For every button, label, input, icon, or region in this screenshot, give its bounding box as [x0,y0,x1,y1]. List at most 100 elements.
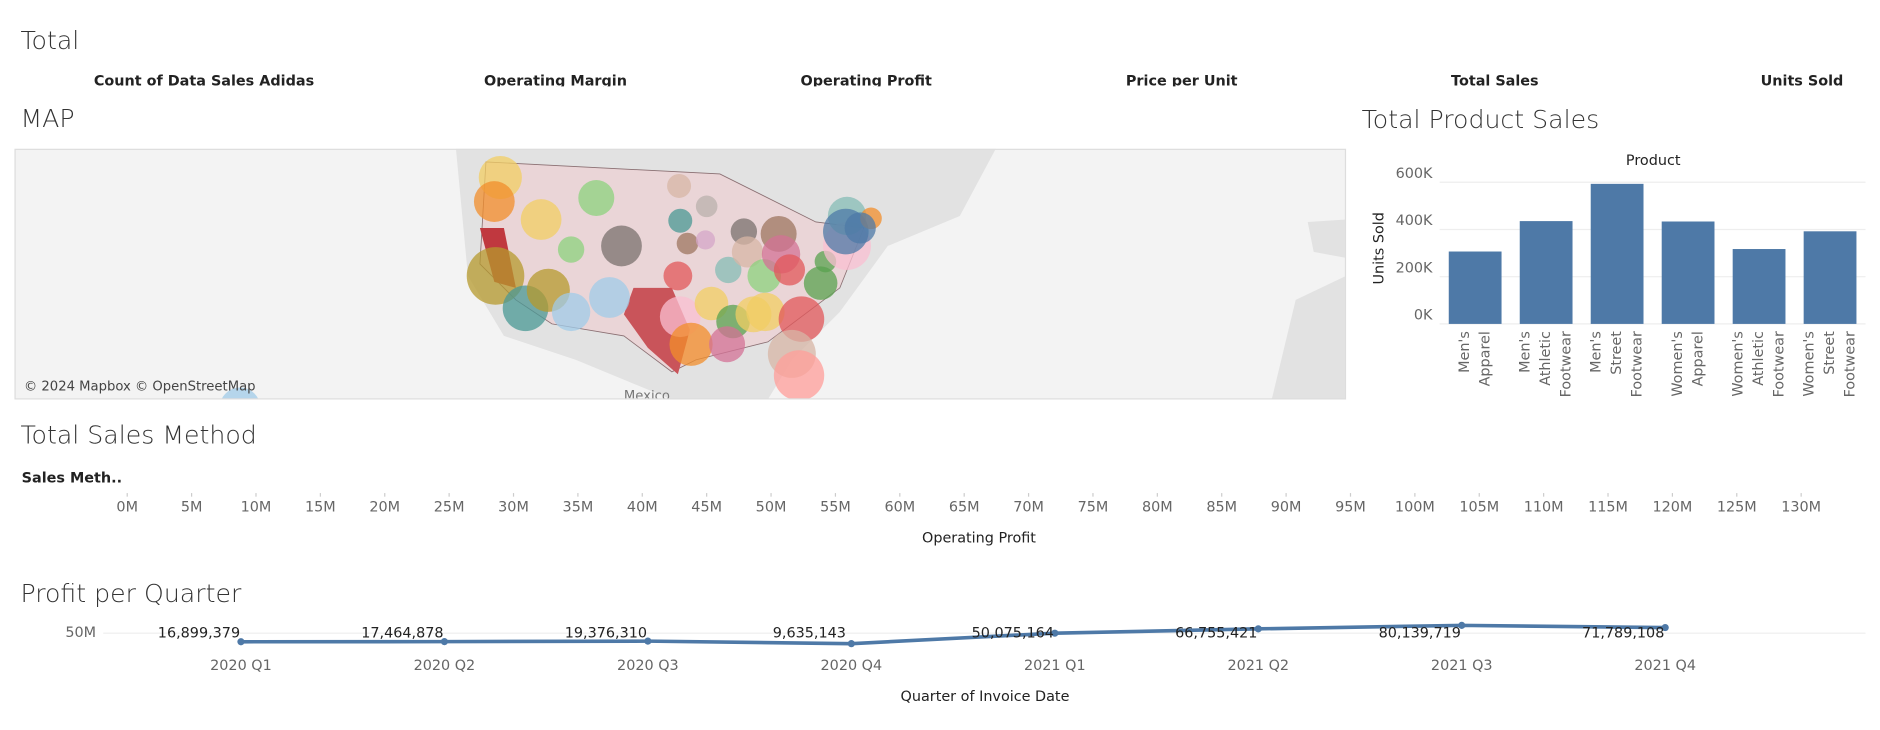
point [644,637,652,645]
x-tick-label: 5M [181,499,203,515]
chart-title: Total Product Sales [1362,105,1600,134]
map-bubble [695,230,716,250]
bar [1448,251,1502,324]
x-tick-label: Men's Apparel [1457,331,1493,386]
land [1271,275,1347,400]
x-tick-label: 25M [434,499,465,515]
x-tick-label: 55M [820,499,851,515]
kpi-label: Operating Profit [801,74,933,90]
line [240,623,1666,646]
map-bubble [773,254,806,286]
x-tick-label: 45M [691,499,722,515]
kpi-label: Units Sold [1761,74,1844,90]
x-tick-label: 2020 Q1 [210,658,272,674]
x-tick-label: 30M [498,499,529,515]
x-tick-label: 50M [756,499,787,515]
bar [1803,231,1857,324]
land [1307,219,1347,258]
y-tick-label: 400K [1396,213,1433,229]
map-bubble [695,195,718,218]
point [847,640,855,648]
map-bubble [578,179,615,216]
x-tick-label: 80M [1142,499,1173,515]
map-bubble [557,236,585,263]
bar [1661,221,1715,324]
x-tick-label: 125M [1717,499,1757,515]
kpi-label: Operating Margin [484,74,627,90]
x-axis-title: Operating Profit [922,531,1036,547]
map-bubble [473,181,515,222]
x-tick-label: Women's Street Footwear [1802,331,1859,398]
y-tick-label: 600K [1396,166,1433,182]
row-header: Sales Meth.. [22,471,122,487]
x-tick-label: 2021 Q1 [1024,658,1086,674]
map-bubble [589,277,630,318]
x-tick-label: 2020 Q3 [617,658,679,674]
map-bubble [663,261,693,291]
map-place-label: Mexico [624,389,670,404]
section-title: MAP [20,104,74,133]
map-border [14,148,1347,400]
x-tick-label: Men's Athletic Footwear [1518,331,1575,397]
data-label: 80,139,719 [1379,625,1461,641]
map-bubble [667,173,692,198]
map-bubble [466,247,525,305]
x-tick-label: 35M [563,499,594,515]
x-tick-label: 130M [1781,499,1821,515]
map-bubble [551,292,591,332]
map-bubble [221,387,259,400]
x-tick-label: 15M [305,499,336,515]
data-label: 71,789,108 [1582,625,1664,641]
map: © 2024 Mapbox © OpenStreetMap Mexico [14,148,1347,404]
x-tick-label: 105M [1459,499,1499,515]
map-bubble [715,256,742,284]
data-label: 9,635,143 [773,625,846,641]
x-tick-label: 95M [1335,499,1366,515]
point [1254,625,1262,633]
map-bubble [803,266,838,300]
map-bubble [844,212,876,244]
point [237,638,245,646]
data-label: 16,899,379 [158,625,240,641]
point [440,638,449,646]
map-attribution: © 2024 Mapbox © OpenStreetMap [24,379,256,394]
x-tick-label: 115M [1588,499,1628,515]
column-header: Product [1626,153,1681,169]
x-tick-label: Women's Athletic Footwear [1731,331,1788,397]
point [1661,623,1669,632]
data-label: 19,376,310 [565,625,647,641]
map-bubble [709,326,746,363]
kpi-label: Price per Unit [1126,74,1238,90]
x-tick-label: Women's Apparel [1670,331,1706,397]
bar [1590,183,1644,324]
map-bubble [773,350,825,400]
y-tick-label: 50M [65,625,96,641]
point [1458,621,1466,629]
map-bubble [601,225,642,267]
map-bubble [735,296,772,333]
x-tick-label: 75M [1078,499,1109,515]
y-axis-title: Units Sold [1372,212,1388,284]
point [1051,629,1059,637]
chart-title: Profit per Quarter [20,579,242,608]
x-tick-label: Men's Street Footwear [1589,331,1646,398]
x-tick-label: 70M [1013,499,1044,515]
x-axis-title: Quarter of Invoice Date [901,689,1070,705]
data-label: 17,464,878 [361,625,443,641]
map-bubble [731,236,764,268]
kpi-row: Count of Data Sales Adidas Operating Marg… [94,74,1844,90]
x-tick-label: 0M [116,499,138,515]
x-tick-label: 120M [1652,499,1692,515]
x-tick-label: 2021 Q4 [1634,658,1696,674]
x-tick-label: 65M [949,499,980,515]
x-tick-label: 90M [1271,499,1302,515]
chart-title: Total Sales Method [20,421,256,450]
x-tick-label: 2020 Q2 [414,658,476,674]
x-tick-label: 10M [241,499,272,515]
x-tick-label: 40M [627,499,658,515]
x-tick-label: 110M [1524,499,1564,515]
bar [1732,249,1786,324]
section-title: Total [20,26,79,55]
map-bubble [520,199,562,240]
